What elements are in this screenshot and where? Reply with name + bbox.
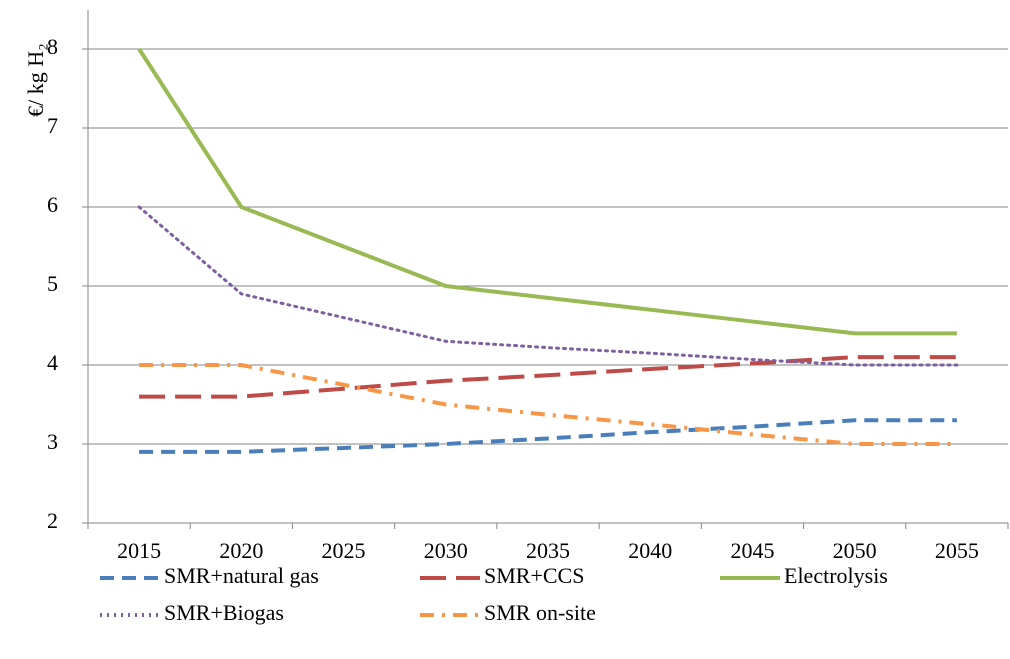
series-line xyxy=(139,355,957,399)
y-tick-label: 3 xyxy=(47,429,58,454)
x-tick-label: 2025 xyxy=(322,538,366,563)
x-tick-label: 2050 xyxy=(833,538,877,563)
y-tick-label: 5 xyxy=(47,271,58,296)
x-tick-label: 2045 xyxy=(730,538,774,563)
x-tick-label: 2015 xyxy=(117,538,161,563)
y-tick-label: 6 xyxy=(47,192,58,217)
x-tick-label: 2040 xyxy=(628,538,672,563)
y-tick-label: 2 xyxy=(47,508,58,533)
series-line xyxy=(139,363,957,446)
x-tick-label: 2055 xyxy=(935,538,979,563)
series-line xyxy=(137,205,959,367)
x-tick-label: 2030 xyxy=(424,538,468,563)
series-line xyxy=(139,418,957,454)
legend-label: Electrolysis xyxy=(784,563,888,588)
y-tick-label: 4 xyxy=(47,350,58,375)
legend-label: SMR+Biogas xyxy=(164,600,284,625)
x-tick-label: 2020 xyxy=(219,538,263,563)
y-axis-label: €/ kg H₂ xyxy=(23,43,48,117)
y-tick-label: 7 xyxy=(47,113,58,138)
y-tick-label: 8 xyxy=(47,34,58,59)
legend-label: SMR+CCS xyxy=(484,563,584,588)
series-line xyxy=(137,47,957,336)
legend-label: SMR+natural gas xyxy=(164,563,319,588)
legend-label: SMR on-site xyxy=(484,600,596,625)
x-tick-label: 2035 xyxy=(526,538,570,563)
